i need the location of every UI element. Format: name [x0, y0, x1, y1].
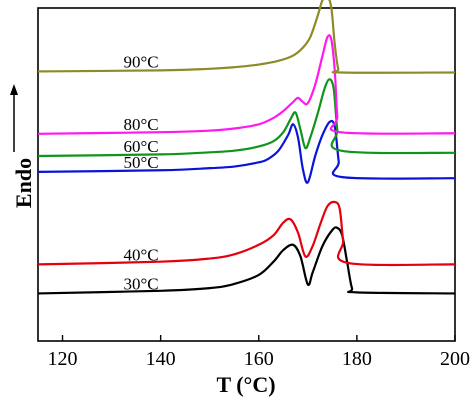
series-line-3	[37, 78, 456, 158]
series-line-0	[37, 226, 456, 295]
x-tick-label: 180	[342, 348, 372, 370]
x-tick-label: 120	[48, 348, 78, 370]
x-tick-label: 160	[244, 348, 274, 370]
series-line-1	[37, 200, 456, 267]
y-axis-title-group: Endo	[10, 84, 36, 208]
series-label-0: 30°C	[123, 274, 158, 293]
series-labels: 30°C 40°C 50°C60°C 80°C 90°C	[123, 52, 158, 293]
x-axis-title: T (°C)	[216, 372, 275, 397]
y-axis-title: Endo	[11, 158, 36, 208]
y-axis-arrow-head	[10, 84, 18, 95]
series-lines	[37, 0, 456, 295]
x-axis-tick-labels: 120 140 160 180 200	[48, 348, 470, 370]
series-label-3: 60°C	[123, 137, 158, 156]
series-line-4	[37, 34, 456, 135]
series-line-5	[37, 0, 456, 74]
plot-frame	[37, 7, 456, 342]
series-label-2: 50°C	[123, 153, 158, 172]
series-label-1: 40°C	[123, 245, 158, 264]
series-label-4: 80°C	[123, 115, 158, 134]
x-tick-label: 200	[440, 348, 470, 370]
x-axis-ticks	[61, 335, 456, 341]
series-line-2	[37, 119, 456, 184]
series-label-5: 90°C	[123, 52, 158, 71]
x-tick-label: 140	[146, 348, 176, 370]
